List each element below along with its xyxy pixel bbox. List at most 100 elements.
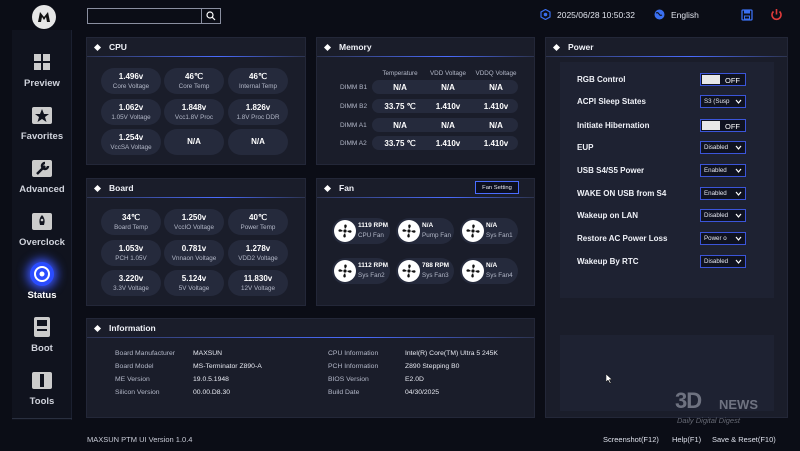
table-cell: N/A <box>441 83 455 92</box>
board-tile: 11.830v 12V Voltage <box>228 270 288 296</box>
toggle-knob <box>702 75 720 84</box>
tile-label: VccSA Voltage <box>110 144 152 151</box>
fan-icon <box>462 220 484 242</box>
select-value: Enabled <box>704 190 727 197</box>
divider <box>317 197 534 198</box>
column-header: VDDQ Voltage <box>475 70 517 77</box>
sidebar-item-label: Advanced <box>19 184 65 195</box>
fan-setting-button[interactable]: Fan Setting <box>475 181 519 194</box>
board-tile: 34℃ Board Temp <box>101 209 161 235</box>
sidebar-item-overclock[interactable]: Overclock <box>12 207 72 260</box>
restore-ac-power-loss-select[interactable]: Power o <box>700 232 746 245</box>
sidebar-item-favorites[interactable]: Favorites <box>12 101 72 154</box>
tile-value: 1.278v <box>245 244 271 253</box>
panel-header: CPU <box>87 38 305 56</box>
tile-label: 1.05V Voltage <box>111 114 151 121</box>
usb-s4s5-power-select[interactable]: Enabled <box>700 164 746 177</box>
sidebar-item-label: Overclock <box>19 237 65 248</box>
search-icon <box>206 11 216 21</box>
diamond-icon <box>93 184 102 192</box>
acpi-sleep-states-select[interactable]: S3 (Susp <box>700 95 746 108</box>
wakeup-on-lan-select[interactable]: Disabled <box>700 209 746 222</box>
setting-row-wakeup-on-lan[interactable]: Wakeup on LAN Disabled <box>560 205 774 227</box>
setting-label: Restore AC Power Loss <box>577 234 668 243</box>
cpu-tile: 46℃ Internal Temp <box>228 68 288 94</box>
diamond-icon <box>323 184 332 192</box>
fan-value: N/A <box>486 262 498 269</box>
info-key: Board Manufacturer <box>115 350 176 357</box>
help-button[interactable]: Help(F1) <box>672 435 702 444</box>
sidebar: Preview Favorites Advanced Overclock Sta… <box>12 30 72 420</box>
tile-value: 3.220v <box>118 274 144 283</box>
table-cell: N/A <box>441 121 455 130</box>
wakeup-by-rtc-select[interactable]: Disabled <box>700 255 746 268</box>
sidebar-item-preview[interactable]: Preview <box>12 48 72 101</box>
initiate-hibernation-toggle[interactable]: OFF <box>700 119 746 132</box>
fan-value: N/A <box>422 222 434 229</box>
wake-on-usb-select[interactable]: Enabled <box>700 187 746 200</box>
fan-icon <box>334 260 356 282</box>
setting-row-wake-on-usb[interactable]: WAKE ON USB from S4 Enabled <box>560 183 774 205</box>
search-button[interactable] <box>202 9 220 23</box>
panel-header: Board <box>87 179 305 197</box>
sidebar-item-tools[interactable]: Tools <box>12 366 72 419</box>
fan-icon <box>398 220 420 242</box>
info-key: CPU Information <box>328 350 379 357</box>
setting-row-acpi-sleep-states[interactable]: ACPI Sleep States S3 (Susp <box>560 91 774 113</box>
cpu-tile: 1.496v Core Voltage <box>101 68 161 94</box>
power-icon[interactable] <box>770 8 783 21</box>
panel-title: Information <box>109 323 156 333</box>
fan-tile: 1112 RPM Sys Fan2 <box>332 258 390 284</box>
info-key: Board Model <box>115 363 154 370</box>
setting-label: WAKE ON USB from S4 <box>577 189 667 198</box>
tile-label: Vcc1.8V Proc <box>174 114 214 121</box>
setting-row-restore-ac-power-loss[interactable]: Restore AC Power Loss Power o <box>560 228 774 250</box>
setting-label: ACPI Sleep States <box>577 97 646 106</box>
panel-header: Information <box>87 319 534 337</box>
setting-row-initiate-hibernation[interactable]: Initiate Hibernation OFF <box>560 115 774 137</box>
table-cell: N/A <box>489 121 503 130</box>
screenshot-button[interactable]: Screenshot(F12) <box>603 435 659 444</box>
tile-value: 40℃ <box>249 213 267 222</box>
setting-row-eup[interactable]: EUP Disabled <box>560 137 774 159</box>
tile-value: 46℃ <box>249 72 267 81</box>
language-selector[interactable]: English <box>654 9 699 20</box>
info-key: BIOS Version <box>328 376 369 383</box>
search-input[interactable] <box>88 9 202 23</box>
tile-value: 1.254v <box>118 133 144 142</box>
select-value: Power o <box>704 235 727 242</box>
chevron-down-icon <box>735 191 742 196</box>
save-icon[interactable] <box>741 9 753 21</box>
fan-tile: N/A Pump Fan <box>396 218 454 244</box>
fan-icon <box>462 260 484 282</box>
datetime-text: 2025/06/28 10:50:32 <box>557 9 635 20</box>
sidebar-item-label: Boot <box>31 343 53 354</box>
watermark: 3D NEWS Daily Digital Digest <box>675 388 785 428</box>
sidebar-item-advanced[interactable]: Advanced <box>12 154 72 207</box>
setting-row-wakeup-by-rtc[interactable]: Wakeup By RTC Disabled <box>560 251 774 273</box>
select-value: Disabled <box>704 258 729 265</box>
sidebar-item-boot[interactable]: Boot <box>12 313 72 366</box>
eup-select[interactable]: Disabled <box>700 141 746 154</box>
watermark-logo: 3D <box>675 388 702 413</box>
row-label: DIMM B2 <box>340 103 368 110</box>
tile-value: 46℃ <box>185 72 203 81</box>
setting-label: Initiate Hibernation <box>577 121 650 130</box>
panel-title: CPU <box>109 42 127 52</box>
drive-icon <box>30 315 54 339</box>
fan-label: Pump Fan <box>422 232 452 239</box>
rocket-icon <box>30 209 54 233</box>
panel-title: Power <box>568 42 594 52</box>
rgb-control-toggle[interactable]: OFF <box>700 73 746 86</box>
tile-value: N/A <box>251 137 265 146</box>
toggle-value: OFF <box>725 122 740 131</box>
chevron-down-icon <box>735 259 742 264</box>
chevron-down-icon <box>735 236 742 241</box>
gauge-icon <box>30 262 54 286</box>
setting-row-rgb-control[interactable]: RGB Control OFF <box>560 69 774 91</box>
save-reset-button[interactable]: Save & Reset(F10) <box>712 435 776 444</box>
sidebar-item-status[interactable]: Status <box>12 260 72 313</box>
info-key: PCH Information <box>328 363 379 370</box>
tile-label: PCH 1.05V <box>115 255 147 262</box>
setting-row-usb-s4s5-power[interactable]: USB S4/S5 Power Enabled <box>560 160 774 182</box>
